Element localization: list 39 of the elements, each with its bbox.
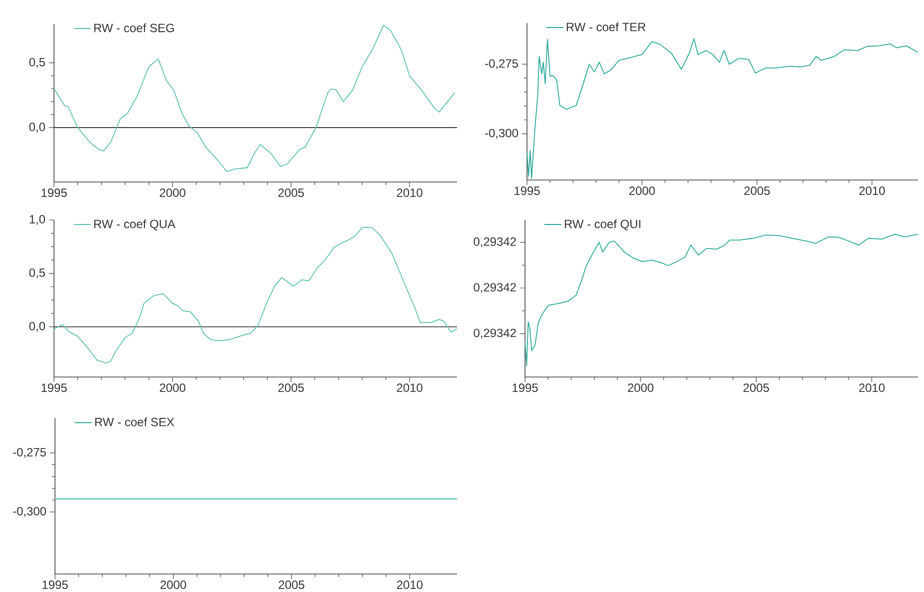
x-tick-label: 1995 <box>512 384 538 392</box>
x-tick-label: 2000 <box>160 188 186 197</box>
y-tick-label: 0,0 <box>29 322 46 332</box>
y-tick-label: 0,29342 <box>474 328 516 339</box>
x-tick-label: 2000 <box>160 384 186 392</box>
x-tick-label: 2005 <box>278 384 304 392</box>
y-tick-label: -0,300 <box>485 128 518 139</box>
y-tick-label: 1,0 <box>30 215 46 225</box>
x-tick-label: 1995 <box>42 384 67 392</box>
legend-label: RW - coef QUI <box>564 219 640 230</box>
y-tick-label: 0,5 <box>29 268 45 278</box>
x-tick-label: 2000 <box>160 580 186 589</box>
y-tick-label: 0,0 <box>29 122 46 133</box>
legend-label: RW - coef QUA <box>94 219 176 230</box>
x-tick-label: 2010 <box>859 384 885 392</box>
legend-label: RW - coef TER <box>566 22 646 32</box>
line-series <box>524 234 918 366</box>
y-tick-label: -0,275 <box>485 59 518 70</box>
legend-label: RW - coef SEX <box>95 418 174 426</box>
y-tick-label: 0,29342 <box>474 283 516 293</box>
x-tick-label: 1995 <box>42 580 68 589</box>
x-tick-label: 1995 <box>42 188 67 197</box>
y-tick-label: 0,29342 <box>474 237 516 248</box>
x-tick-label: 2005 <box>278 188 304 197</box>
x-tick-label: 2005 <box>278 580 304 589</box>
y-tick-label: 0,5 <box>29 58 45 68</box>
x-tick-label: 2010 <box>397 580 423 589</box>
x-tick-label: 2000 <box>628 384 654 392</box>
x-tick-label: 1995 <box>514 186 540 195</box>
x-tick-label: 2010 <box>396 188 422 197</box>
x-tick-label: 2010 <box>859 186 885 195</box>
legend-label: RW - coef SEG <box>94 23 174 32</box>
x-tick-label: 2000 <box>629 186 655 195</box>
y-tick-label: -0,300 <box>13 506 46 517</box>
x-tick-label: 2005 <box>744 186 770 195</box>
y-tick-label: -0,275 <box>13 448 46 458</box>
x-tick-label: 2005 <box>743 384 769 392</box>
line-series <box>54 24 456 172</box>
x-tick-label: 2010 <box>396 384 422 392</box>
